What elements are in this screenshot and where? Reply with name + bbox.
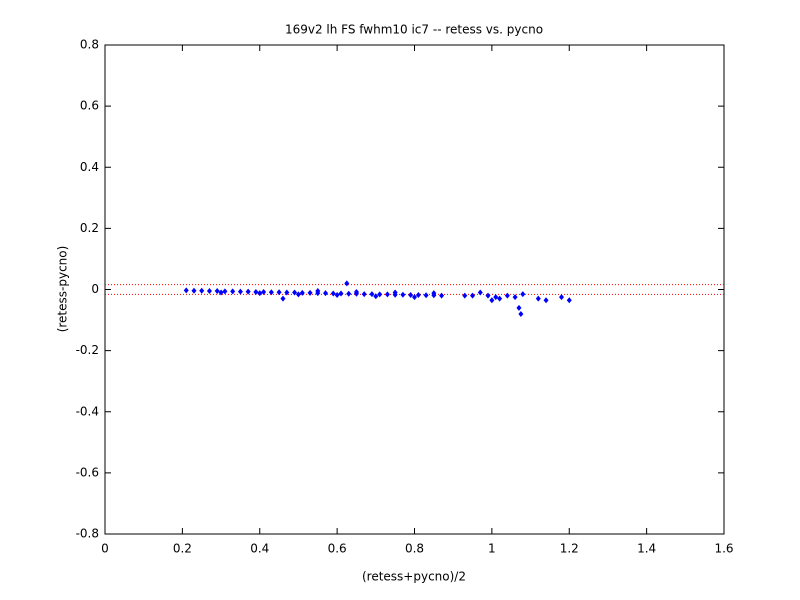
point bbox=[489, 297, 495, 304]
point bbox=[504, 292, 510, 299]
point bbox=[230, 288, 236, 295]
point bbox=[535, 295, 541, 302]
point bbox=[183, 287, 189, 294]
point bbox=[330, 290, 336, 297]
point bbox=[408, 292, 414, 299]
point bbox=[257, 290, 263, 297]
y-axis-label: (retess-pycno) bbox=[56, 246, 70, 333]
point bbox=[477, 289, 483, 296]
point bbox=[344, 280, 350, 287]
point bbox=[520, 291, 526, 298]
point bbox=[518, 310, 524, 317]
point bbox=[412, 294, 417, 301]
y-tick-label: -0.2 bbox=[76, 343, 99, 357]
point bbox=[431, 290, 437, 297]
x-tick-label: 0.6 bbox=[328, 542, 347, 556]
point bbox=[292, 289, 298, 296]
y-tick-label: 0.4 bbox=[80, 160, 99, 174]
x-tick-label: 0.4 bbox=[250, 542, 269, 556]
x-tick-label: 1 bbox=[488, 542, 496, 556]
point bbox=[384, 291, 390, 298]
point bbox=[516, 304, 522, 311]
point bbox=[214, 288, 220, 295]
point bbox=[206, 288, 212, 295]
x-tick-label: 0.2 bbox=[173, 542, 192, 556]
point bbox=[261, 288, 267, 295]
y-tick-label: 0.8 bbox=[80, 38, 99, 52]
point bbox=[315, 288, 321, 295]
y-tick-label: -0.4 bbox=[76, 404, 99, 418]
point bbox=[559, 294, 565, 301]
point bbox=[245, 288, 251, 295]
point bbox=[400, 291, 406, 298]
x-tick-label: 1.4 bbox=[637, 542, 656, 556]
point bbox=[253, 288, 259, 295]
point bbox=[222, 288, 228, 295]
point bbox=[276, 289, 282, 296]
point bbox=[346, 290, 352, 297]
point bbox=[497, 295, 503, 302]
point bbox=[470, 292, 476, 299]
point bbox=[284, 289, 290, 296]
point bbox=[439, 292, 445, 299]
point bbox=[566, 297, 572, 304]
point bbox=[323, 290, 329, 297]
point bbox=[280, 295, 286, 302]
point bbox=[415, 292, 421, 299]
point bbox=[462, 292, 468, 299]
point bbox=[199, 287, 205, 294]
point bbox=[307, 289, 313, 296]
point bbox=[423, 292, 429, 299]
x-axis-label: (retess+pycno)/2 bbox=[362, 570, 466, 584]
y-tick-label: -0.6 bbox=[76, 465, 99, 479]
x-tick-label: 0.8 bbox=[405, 542, 424, 556]
x-tick-label: 1.6 bbox=[714, 542, 733, 556]
x-tick-label: 1.2 bbox=[560, 542, 579, 556]
point bbox=[485, 292, 491, 299]
point bbox=[295, 291, 301, 298]
point bbox=[218, 289, 224, 296]
point bbox=[543, 297, 549, 304]
y-tick-label: 0.6 bbox=[80, 99, 99, 113]
x-tick-label: 0 bbox=[101, 542, 109, 556]
point bbox=[268, 289, 274, 296]
point bbox=[191, 287, 197, 294]
point bbox=[299, 289, 305, 296]
y-tick-label: 0.2 bbox=[80, 221, 99, 235]
point bbox=[377, 291, 383, 298]
chart-title: 169v2 lh FS fwhm10 ic7 -- retess vs. pyc… bbox=[285, 23, 543, 37]
point bbox=[353, 288, 359, 295]
point bbox=[334, 292, 340, 299]
y-tick-label: 0 bbox=[91, 282, 99, 296]
point bbox=[512, 294, 518, 301]
y-tick-label: -0.8 bbox=[76, 527, 99, 541]
point bbox=[237, 288, 243, 295]
point bbox=[392, 289, 398, 296]
point bbox=[361, 291, 367, 298]
point bbox=[373, 293, 379, 300]
point bbox=[369, 291, 375, 298]
point bbox=[493, 294, 499, 301]
plot-area bbox=[104, 44, 725, 535]
point bbox=[338, 290, 344, 297]
